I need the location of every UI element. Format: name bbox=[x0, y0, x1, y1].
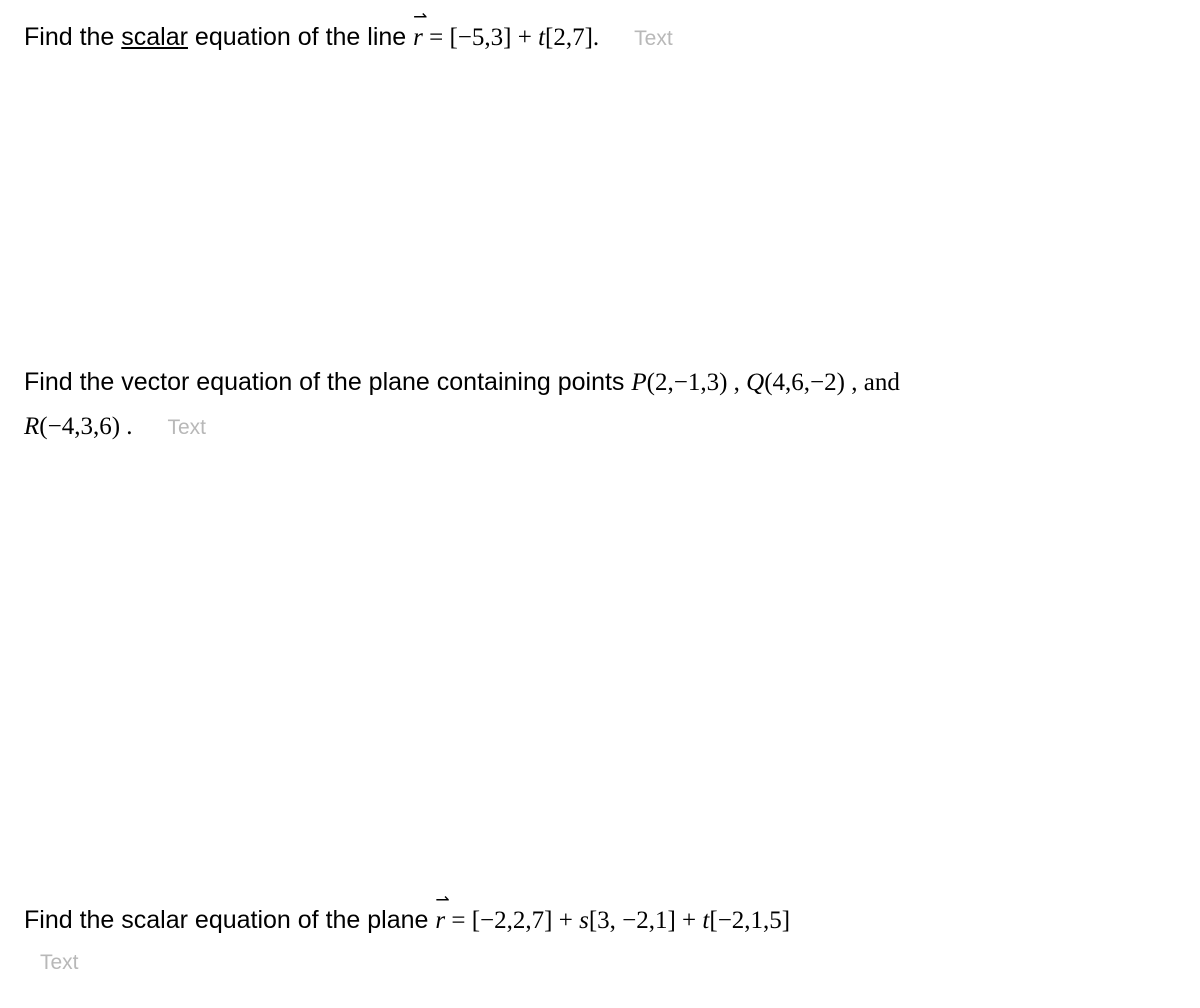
p1-t-var: t bbox=[538, 24, 545, 51]
p2-sep2: , and bbox=[845, 369, 900, 396]
p2-period: . bbox=[120, 413, 133, 440]
problem-3: Find the scalar equation of the plane ⇀r… bbox=[24, 901, 1176, 979]
p2-line2: R(−4,3,6) . Text bbox=[24, 407, 1176, 447]
p1-text-mid: equation of the line bbox=[188, 23, 413, 51]
p3-prefix: Find the scalar equation of the plane bbox=[24, 906, 435, 934]
worksheet-page: Find the scalar equation of the line ⇀r … bbox=[0, 0, 1200, 1008]
p3-r-letter: r bbox=[435, 907, 445, 934]
p1-r-letter: r bbox=[413, 24, 423, 51]
p3-answer-placeholder[interactable]: Text bbox=[40, 947, 1176, 980]
p1-text-prefix: Find the bbox=[24, 23, 121, 51]
p3-eq1: = [−2,2,7] + bbox=[445, 907, 579, 934]
problem-2: Find the vector equation of the plane co… bbox=[24, 363, 1176, 447]
p3-s-var: s bbox=[579, 907, 589, 934]
p1-eq-part1: = [−5,3] + bbox=[423, 24, 538, 51]
p3-mid: [3, −2,1] + bbox=[589, 907, 703, 934]
p3-vector-r: ⇀r bbox=[435, 901, 445, 941]
p1-tail: [2,7]. bbox=[545, 24, 599, 51]
p1-answer-placeholder[interactable]: Text bbox=[634, 23, 673, 56]
p3-line1: Find the scalar equation of the plane ⇀r… bbox=[24, 901, 1176, 941]
p2-P-letter: P bbox=[631, 369, 646, 396]
p1-vector-r: ⇀r bbox=[413, 18, 423, 58]
p2-answer-placeholder[interactable]: Text bbox=[167, 412, 206, 445]
p2-text-a: Find the vector equation of the plane co… bbox=[24, 368, 631, 396]
p2-R-letter: R bbox=[24, 413, 39, 440]
p2-R-args: (−4,3,6) bbox=[39, 413, 120, 440]
p3-tail: [−2,1,5] bbox=[709, 907, 790, 934]
p1-underlined-word: scalar bbox=[121, 23, 188, 51]
p2-line1: Find the vector equation of the plane co… bbox=[24, 363, 1176, 403]
p2-sep1: , bbox=[727, 369, 746, 396]
vector-arrow-icon: ⇀ bbox=[413, 8, 425, 25]
p2-Q-args: (4,6,−2) bbox=[764, 369, 845, 396]
vector-arrow-icon: ⇀ bbox=[435, 891, 447, 908]
p2-P-args: (2,−1,3) bbox=[647, 369, 728, 396]
p2-Q-letter: Q bbox=[746, 369, 764, 396]
problem-1: Find the scalar equation of the line ⇀r … bbox=[24, 18, 1176, 58]
